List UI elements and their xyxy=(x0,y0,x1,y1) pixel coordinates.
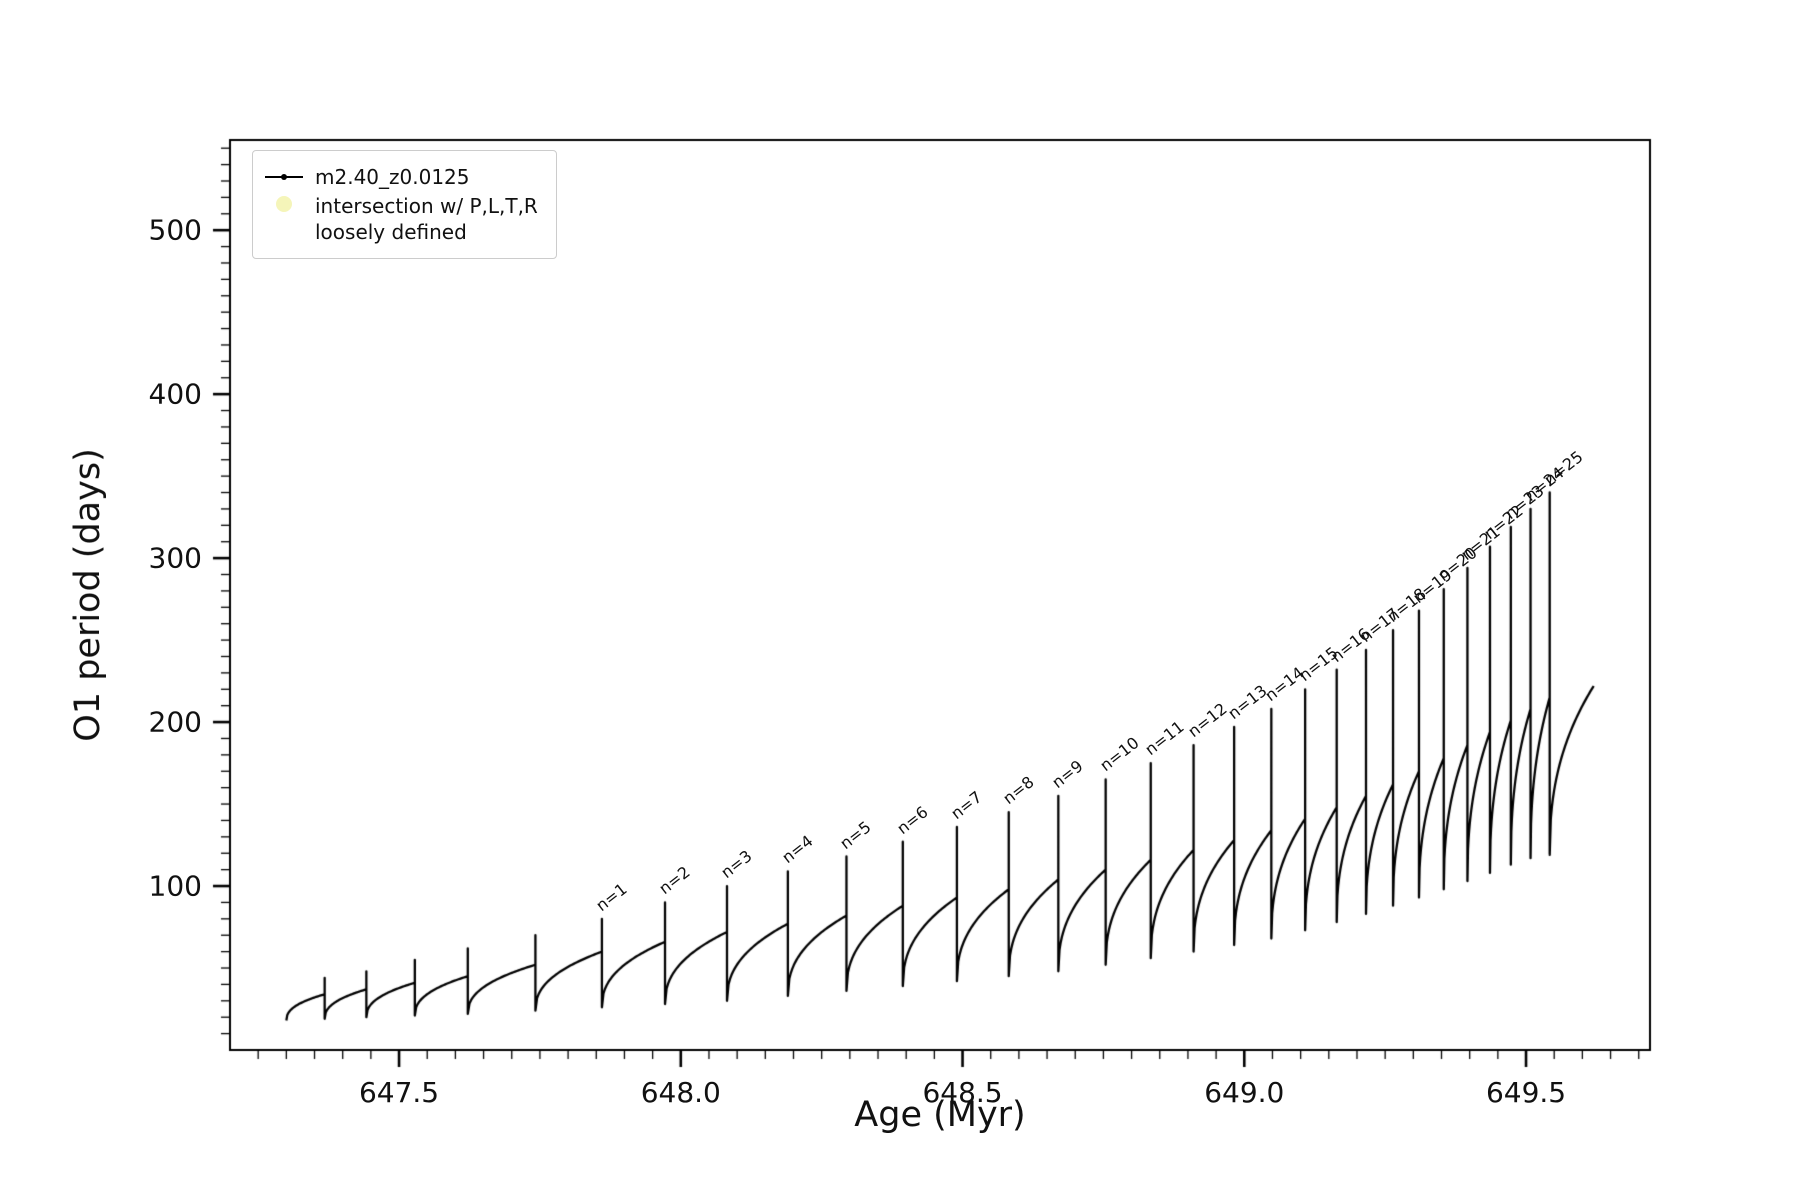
legend-intersection-label-line1: intersection w/ P,L,T,R xyxy=(315,194,538,218)
y-tick-label: 400 xyxy=(148,377,202,411)
legend-intersection-label: intersection w/ P,L,T,R loosely defined xyxy=(315,193,538,245)
x-tick-label: 647.5 xyxy=(358,1076,440,1109)
x-tick-label: 648.5 xyxy=(922,1076,1003,1109)
legend: m2.40_z0.0125 intersection w/ P,L,T,R lo… xyxy=(252,150,557,259)
y-tick-label: 100 xyxy=(148,869,202,903)
y-tick-label: 500 xyxy=(148,213,202,247)
x-tick-label: 649.0 xyxy=(1204,1076,1285,1109)
y-tick-label: 200 xyxy=(148,705,202,739)
intersection-marker-wrap xyxy=(265,193,303,212)
y-axis-label: O1 period (days) xyxy=(68,448,108,742)
legend-intersection-label-line2: loosely defined xyxy=(315,220,467,244)
legend-row-series: m2.40_z0.0125 xyxy=(265,164,538,190)
x-axis-label: Age (Myr) xyxy=(854,1095,1026,1135)
legend-series-label: m2.40_z0.0125 xyxy=(315,165,470,189)
y-tick-label: 300 xyxy=(148,541,202,575)
x-tick-label: 648.0 xyxy=(640,1076,721,1109)
line-marker-icon xyxy=(265,174,303,180)
x-tick-label: 649.5 xyxy=(1485,1076,1567,1109)
legend-row-intersection: intersection w/ P,L,T,R loosely defined xyxy=(265,193,538,245)
intersection-marker-icon xyxy=(276,196,292,212)
